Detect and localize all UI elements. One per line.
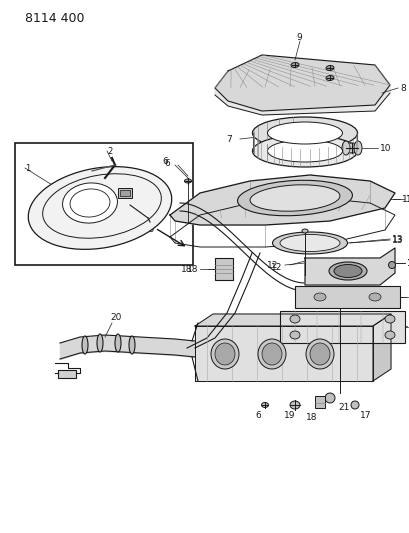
Text: 14: 14 [406,259,409,268]
Text: 8114 400: 8114 400 [25,12,84,25]
Text: 11: 11 [405,195,409,204]
Text: 17: 17 [359,410,371,419]
Text: 21: 21 [337,403,348,413]
Ellipse shape [325,66,333,70]
Bar [314,396,324,408]
Polygon shape [304,248,394,285]
Ellipse shape [237,180,352,216]
Polygon shape [170,175,394,225]
Text: 18: 18 [306,414,317,423]
Ellipse shape [261,343,281,365]
Ellipse shape [252,117,357,149]
Ellipse shape [252,135,357,167]
Ellipse shape [305,339,333,369]
Ellipse shape [214,343,234,365]
Text: 12: 12 [266,261,277,270]
Text: 13: 13 [391,236,402,245]
Bar [120,190,130,196]
Bar [15,143,193,265]
Text: 14: 14 [406,259,409,268]
Ellipse shape [290,62,298,68]
Ellipse shape [129,336,135,354]
Text: 11: 11 [401,195,409,204]
Text: 12: 12 [270,262,281,271]
Text: 1: 1 [25,164,30,173]
Bar [118,188,132,198]
Ellipse shape [309,343,329,365]
Text: 10: 10 [379,143,391,152]
Text: 18: 18 [186,264,198,273]
Text: 18: 18 [180,264,191,273]
Text: 15: 15 [407,293,409,302]
Ellipse shape [344,143,358,153]
Ellipse shape [313,293,325,301]
Ellipse shape [324,393,334,403]
Ellipse shape [368,293,380,301]
Text: 20: 20 [110,313,121,322]
Ellipse shape [261,402,268,408]
Text: 9: 9 [295,33,301,42]
Bar [279,311,404,343]
Polygon shape [195,314,390,326]
Ellipse shape [289,315,299,323]
Ellipse shape [353,141,361,155]
Bar [214,258,232,280]
Text: 6: 6 [162,157,168,166]
Ellipse shape [388,262,395,269]
Text: 8: 8 [399,84,405,93]
Ellipse shape [211,339,238,369]
Ellipse shape [82,336,88,354]
Text: 7: 7 [226,134,231,143]
Ellipse shape [325,76,333,80]
Ellipse shape [350,401,358,409]
Text: 6: 6 [254,410,260,419]
Ellipse shape [341,141,349,155]
Text: 3: 3 [138,171,143,180]
Ellipse shape [249,185,339,211]
Ellipse shape [384,331,394,339]
Ellipse shape [279,235,339,252]
Text: 4: 4 [142,180,147,189]
Text: 2: 2 [107,147,112,156]
Ellipse shape [184,179,191,183]
Ellipse shape [384,315,394,323]
Polygon shape [372,314,390,381]
Text: 19: 19 [283,410,295,419]
Polygon shape [195,326,372,381]
Ellipse shape [289,401,299,409]
Ellipse shape [328,262,366,280]
Ellipse shape [267,122,342,144]
Bar [58,370,76,378]
Ellipse shape [28,167,171,249]
Ellipse shape [272,232,347,254]
Text: 5: 5 [148,224,153,233]
Polygon shape [214,85,389,115]
Ellipse shape [333,264,361,278]
Text: 6: 6 [164,158,170,167]
Text: 13: 13 [391,235,402,244]
Ellipse shape [289,331,299,339]
Ellipse shape [301,229,307,233]
Text: 16: 16 [408,321,409,330]
Ellipse shape [97,334,103,352]
Ellipse shape [257,339,285,369]
Ellipse shape [267,140,342,162]
Ellipse shape [115,334,121,352]
Bar [294,286,399,308]
Ellipse shape [63,183,117,223]
Polygon shape [214,55,389,111]
